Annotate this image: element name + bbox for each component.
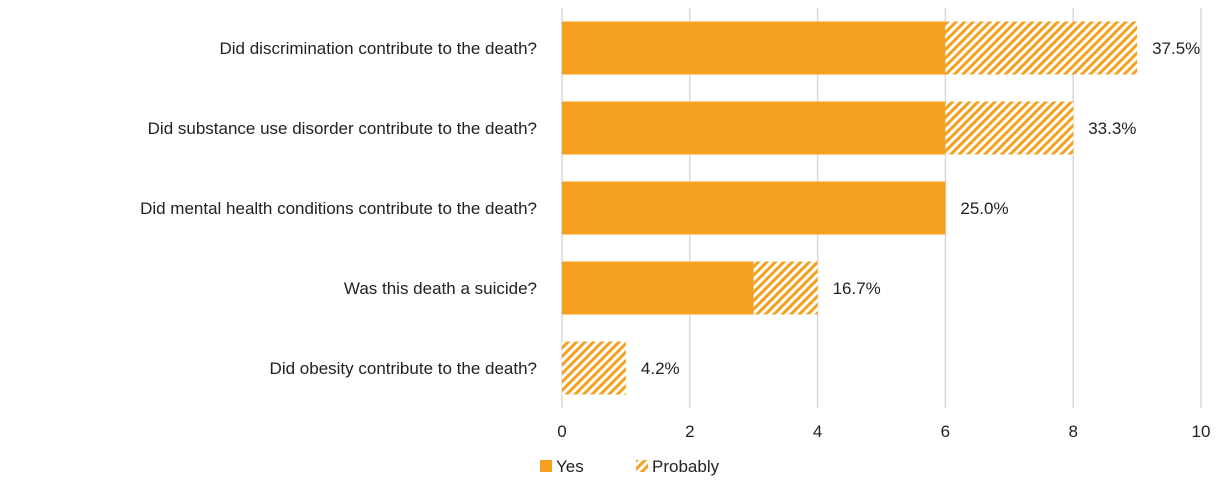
x-tick-label-3: 6: [941, 422, 950, 441]
category-label-0: Did discrimination contribute to the dea…: [219, 39, 537, 58]
bar-yes-2: [562, 181, 946, 235]
legend-label-yes: Yes: [556, 457, 584, 476]
bar-yes-3: [562, 261, 754, 315]
legend-swatch-probably: [636, 460, 648, 472]
bar-probably-1: [945, 101, 1074, 155]
data-labels: 37.5% 33.3% 25.0% 16.7% 4.2%: [641, 39, 1200, 378]
category-label-2: Did mental health conditions contribute …: [140, 199, 537, 218]
bar-yes-1: [562, 101, 946, 155]
data-label-4: 4.2%: [641, 359, 680, 378]
bar-probably-3: [753, 261, 818, 315]
x-tick-label-0: 0: [557, 422, 566, 441]
bar-probably-0: [945, 21, 1138, 75]
category-label-1: Did substance use disorder contribute to…: [148, 119, 537, 138]
x-tick-label-1: 2: [685, 422, 694, 441]
data-label-1: 33.3%: [1088, 119, 1136, 138]
data-label-3: 16.7%: [833, 279, 881, 298]
bars-group: [562, 21, 1138, 395]
data-label-2: 25.0%: [960, 199, 1008, 218]
category-label-3: Was this death a suicide?: [344, 279, 537, 298]
bar-yes-0: [562, 21, 946, 75]
category-label-4: Did obesity contribute to the death?: [270, 359, 537, 378]
legend-swatch-yes: [540, 460, 552, 472]
x-axis-tick-labels: 0 2 4 6 8 10: [557, 422, 1210, 441]
bar-probably-4: [562, 341, 626, 395]
legend-label-probably: Probably: [652, 457, 720, 476]
x-tick-label-5: 10: [1192, 422, 1211, 441]
x-tick-label-2: 4: [813, 422, 822, 441]
x-tick-label-4: 8: [1068, 422, 1077, 441]
data-label-0: 37.5%: [1152, 39, 1200, 58]
category-labels: Did discrimination contribute to the dea…: [140, 39, 537, 378]
legend: Yes Probably: [540, 457, 720, 476]
